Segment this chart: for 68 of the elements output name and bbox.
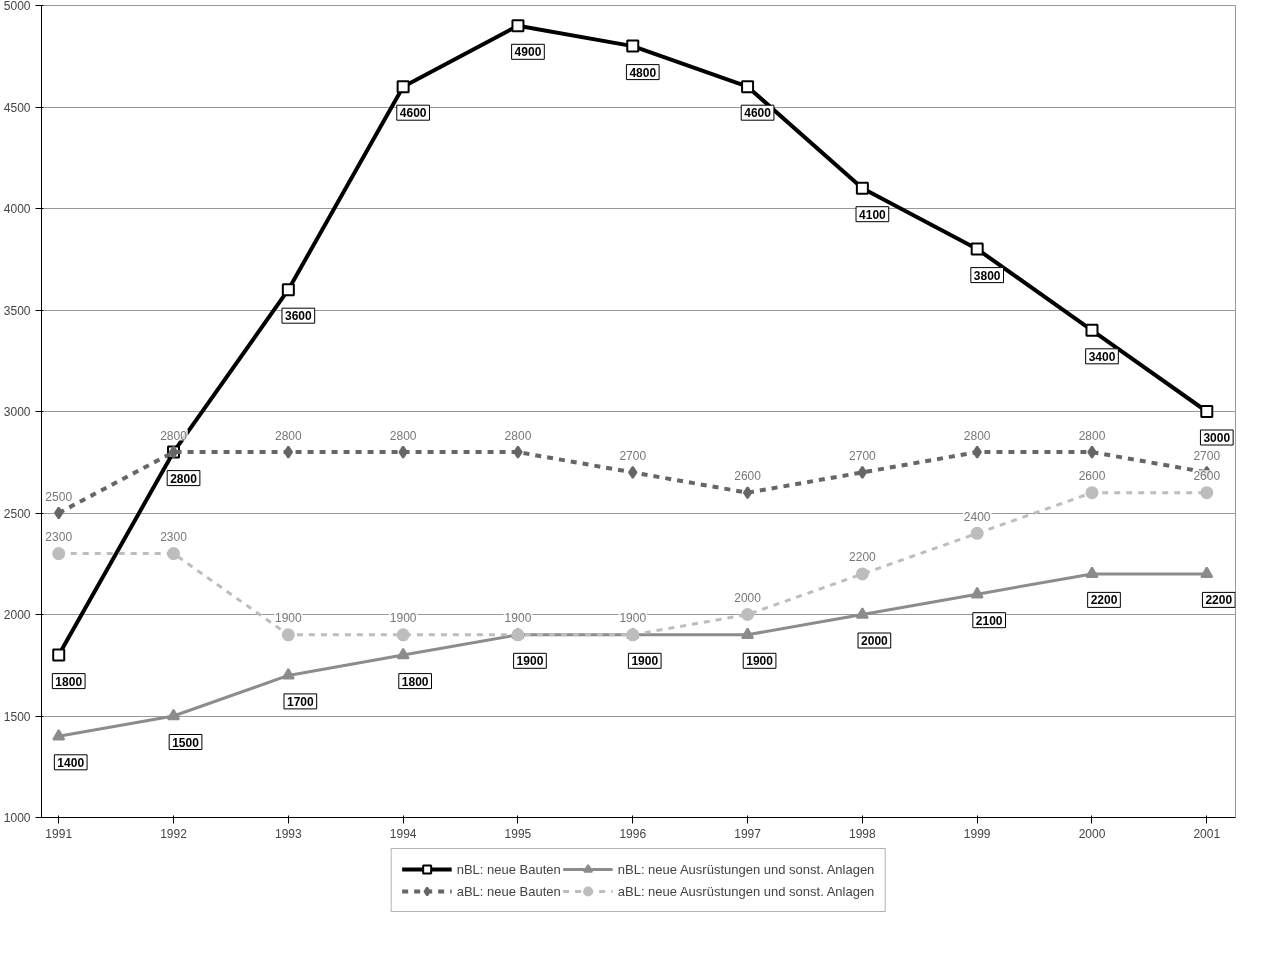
data-label: 2600 xyxy=(734,469,762,484)
x-tick-label: 2001 xyxy=(1193,826,1221,841)
y-tick-label: 2000 xyxy=(3,608,31,622)
data-label: 3600 xyxy=(284,309,313,324)
y-tick-label: 3500 xyxy=(3,303,31,318)
x-tick-label: 1996 xyxy=(619,826,647,841)
y-tick-label: 4500 xyxy=(3,100,31,115)
data-label: 2700 xyxy=(849,448,877,463)
legend-label: aBL: neue Bauten xyxy=(456,883,561,899)
data-label: 3800 xyxy=(973,268,1001,283)
data-label: 4100 xyxy=(859,207,887,222)
data-label: 1900 xyxy=(746,654,774,669)
x-tick-label: 1995 xyxy=(504,826,532,841)
data-label: 3000 xyxy=(1203,431,1231,445)
legend-label: nBL: neue Ausrüstungen und sonst. Anlagen xyxy=(617,861,875,877)
data-label: 1800 xyxy=(401,674,429,689)
data-label: 1800 xyxy=(55,674,83,689)
y-tick-label: 5000 xyxy=(3,0,31,13)
data-label: 2300 xyxy=(45,530,73,545)
data-label: 3400 xyxy=(1088,349,1116,364)
y-tick-label: 1500 xyxy=(3,709,31,724)
x-tick-label: 1993 xyxy=(274,826,303,841)
x-tick-label: 2000 xyxy=(1078,826,1106,841)
data-label: 2800 xyxy=(160,428,188,443)
data-label: 2700 xyxy=(1193,448,1221,463)
data-label: 2100 xyxy=(975,613,1003,628)
data-label: 4800 xyxy=(629,65,657,80)
data-label: 2800 xyxy=(274,428,303,443)
data-label: 1900 xyxy=(389,611,417,626)
data-label: 1500 xyxy=(172,735,200,750)
data-label: 2200 xyxy=(849,550,877,565)
x-tick-label: 1994 xyxy=(389,826,417,841)
data-label: 2800 xyxy=(504,428,532,443)
y-tick-label: 4000 xyxy=(3,202,31,216)
x-tick-label: 1997 xyxy=(734,826,762,841)
data-label: 1900 xyxy=(504,611,532,626)
data-label: 4600 xyxy=(399,106,427,121)
data-label: 2800 xyxy=(170,471,198,486)
data-label: 2400 xyxy=(963,509,991,524)
x-tick-label: 1991 xyxy=(45,826,73,841)
data-label: 1700 xyxy=(286,694,315,709)
x-tick-label: 1999 xyxy=(963,826,991,841)
data-label: 2700 xyxy=(619,448,647,463)
data-label: 2600 xyxy=(1078,469,1106,484)
data-label: 2200 xyxy=(1090,593,1118,608)
data-label: 2200 xyxy=(1205,593,1233,608)
data-label: 1900 xyxy=(619,611,647,626)
legend-label: nBL: neue Bauten xyxy=(456,861,561,877)
data-label: 2500 xyxy=(45,489,73,504)
data-label: 4900 xyxy=(514,45,542,60)
data-label: 2600 xyxy=(1193,469,1221,484)
data-label: 1400 xyxy=(57,755,85,770)
data-label: 4600 xyxy=(744,106,772,121)
data-label: 2000 xyxy=(734,591,762,605)
x-tick-label: 1992 xyxy=(160,826,188,841)
data-label: 1900 xyxy=(516,654,544,669)
data-label: 2000 xyxy=(861,634,889,648)
data-label: 1900 xyxy=(274,611,303,626)
data-label: 2800 xyxy=(963,428,991,443)
data-label: 2800 xyxy=(389,428,417,443)
y-tick-label: 1000 xyxy=(3,811,31,825)
data-label: 2300 xyxy=(160,530,188,545)
x-tick-label: 1998 xyxy=(849,826,877,841)
data-label: 2800 xyxy=(1078,428,1106,443)
y-tick-label: 3000 xyxy=(3,405,31,419)
y-tick-label: 2500 xyxy=(3,506,31,521)
legend-label: aBL: neue Ausrüstungen und sonst. Anlagen xyxy=(617,883,875,899)
data-label: 1900 xyxy=(631,654,659,669)
